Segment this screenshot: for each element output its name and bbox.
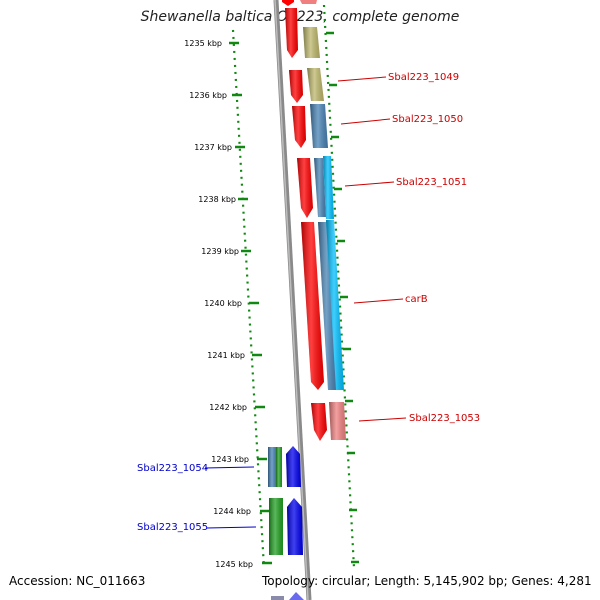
tick-1236: 1236 kbp [189,91,242,100]
tick-1237: 1237 kbp [194,143,245,152]
right-ruler [322,4,356,569]
map-title: Shewanella baltica OS223, complete genom… [140,9,460,25]
tick-1242: 1242 kbp [209,403,265,412]
accession-text: Accession: NC_011663 [9,574,146,588]
gene-top-red[interactable] [282,0,294,6]
gene-label-carB[interactable]: carB [405,294,428,305]
gene-green-1[interactable] [276,447,282,487]
tick-1235: 1235 kbp [184,39,239,48]
topology-text: Topology: circular; Length: 5,145,902 bp… [262,574,592,588]
tick-label-1235: 1235 kbp [184,39,222,48]
tick-label-1241: 1241 kbp [207,351,245,360]
gene-label-sbal223-1050[interactable]: Sbal223_1050 [392,114,463,125]
tick-label-1236: 1236 kbp [189,91,227,100]
tick-label-1245: 1245 kbp [215,560,253,569]
tick-1238: 1238 kbp [198,195,248,204]
gene-steelblue-left[interactable] [268,447,277,487]
gene-label-sbal223-1053[interactable]: Sbal223_1053 [409,413,480,424]
tick-1241: 1241 kbp [207,351,262,360]
tick-label-1240: 1240 kbp [204,299,242,308]
tick-label-1238: 1238 kbp [198,195,236,204]
gene-red-6[interactable] [311,403,327,441]
gene-red-4[interactable] [297,158,313,218]
gene-label-sbal223-1051[interactable]: Sbal223_1051 [396,177,467,188]
genome-backbone [273,0,312,600]
gene-khaki-1[interactable] [303,27,320,58]
gene-khaki-2[interactable] [307,68,324,101]
gene-coral[interactable] [329,402,346,440]
leader-lines [204,76,407,529]
tick-label-1242: 1242 kbp [209,403,247,412]
tick-label-1237: 1237 kbp [194,143,232,152]
tick-label-1239: 1239 kbp [201,247,239,256]
tick-label-1243: 1243 kbp [211,455,249,464]
left-ruler [231,29,266,569]
gene-red-1[interactable] [285,8,298,58]
gene-skyblue-1[interactable] [323,156,334,219]
gene-label-sbal223-1055[interactable]: Sbal223_1055 [137,522,208,533]
gene-green-2[interactable] [269,498,283,555]
right-ticks [326,31,359,564]
gene-steelblue-2[interactable] [314,158,326,217]
gene-pink-top[interactable] [300,0,317,4]
gene-blue-1[interactable] [286,446,301,487]
gene-carB-skyblue[interactable] [326,220,344,390]
tick-label-1244: 1244 kbp [213,507,251,516]
tick-1244: 1244 kbp [213,507,270,516]
gene-red-2[interactable] [289,70,303,103]
gene-steelblue-1[interactable] [310,104,328,148]
gene-carB-red[interactable] [301,222,324,390]
gene-carB-steelblue[interactable] [318,222,337,390]
tick-1240: 1240 kbp [204,299,259,308]
gene-label-sbal223-1054[interactable]: Sbal223_1054 [137,463,208,474]
tick-1245: 1245 kbp [215,560,272,569]
gene-red-3[interactable] [292,106,306,148]
gene-label-sbal223-1049[interactable]: Sbal223_1049 [388,72,459,83]
gene-blue-2[interactable] [287,498,303,555]
tick-1243: 1243 kbp [211,455,267,464]
tick-1239: 1239 kbp [201,247,251,256]
gene-bottom-partial[interactable] [271,592,304,600]
